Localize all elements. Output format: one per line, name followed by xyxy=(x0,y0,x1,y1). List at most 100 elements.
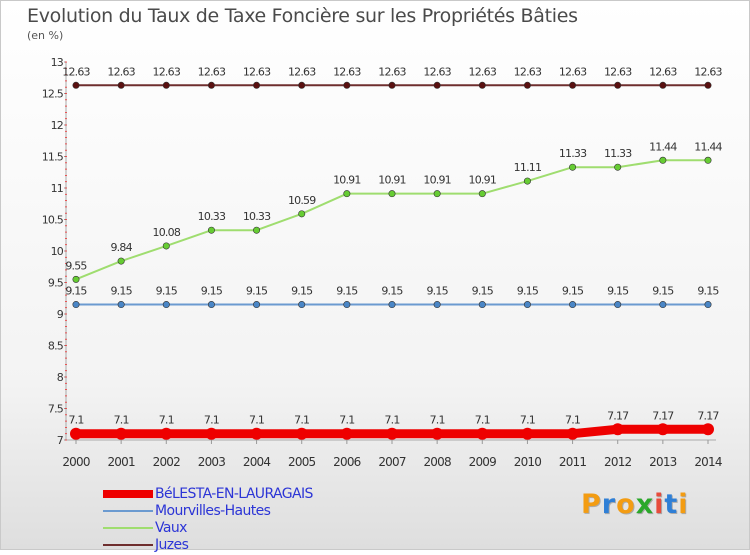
x-tick-label: 2000 xyxy=(62,455,90,469)
data-point-mourvilles-hautes xyxy=(72,301,80,309)
data-label-juzes: 12.63 xyxy=(378,65,406,78)
data-point-vaux xyxy=(117,257,125,265)
data-point-b-lesta-en-lauragais xyxy=(340,427,353,440)
x-tick-label: 2010 xyxy=(514,455,542,469)
data-point-b-lesta-en-lauragais xyxy=(476,427,489,440)
data-label-juzes: 12.63 xyxy=(62,65,90,78)
legend-label-vaux: Vaux xyxy=(155,520,187,536)
x-tick-label: 2008 xyxy=(423,455,451,469)
data-label-b-lesta-en-lauragais: 7.1 xyxy=(204,414,219,427)
data-label-juzes: 12.63 xyxy=(423,65,451,78)
legend-swatch-belesta xyxy=(103,490,153,498)
data-label-b-lesta-en-lauragais: 7.1 xyxy=(114,414,129,427)
y-tick-label: 9 xyxy=(57,308,64,321)
data-label-juzes: 12.63 xyxy=(559,65,587,78)
legend-label-mourvilles-hautes: Mourvilles-Hautes xyxy=(155,503,271,519)
data-point-mourvilles-hautes xyxy=(433,301,441,309)
logo-letter: t xyxy=(664,489,679,520)
data-point-vaux xyxy=(478,190,486,198)
data-label-b-lesta-en-lauragais: 7.1 xyxy=(565,414,580,427)
data-label-b-lesta-en-lauragais: 7.1 xyxy=(159,414,174,427)
data-label-b-lesta-en-lauragais: 7.1 xyxy=(430,414,445,427)
data-label-vaux: 10.33 xyxy=(198,210,226,223)
data-label-b-lesta-en-lauragais: 7.1 xyxy=(68,414,83,427)
x-tick-label: 2004 xyxy=(243,455,271,469)
data-point-mourvilles-hautes xyxy=(388,301,396,309)
data-point-mourvilles-hautes xyxy=(253,301,261,309)
legend-swatch-juzes xyxy=(103,544,153,546)
data-label-juzes: 12.63 xyxy=(649,65,677,78)
logo-letter: P xyxy=(581,489,602,520)
data-point-vaux xyxy=(253,226,261,234)
y-tick-label: 8 xyxy=(57,371,64,384)
data-label-mourvilles-hautes: 9.15 xyxy=(291,285,313,298)
data-label-mourvilles-hautes: 9.15 xyxy=(156,285,178,298)
data-point-vaux xyxy=(72,275,80,283)
data-point-vaux xyxy=(569,163,577,171)
data-label-mourvilles-hautes: 9.15 xyxy=(652,285,674,298)
data-point-juzes xyxy=(117,81,125,89)
y-tick-label: 8.5 xyxy=(48,340,64,353)
data-point-b-lesta-en-lauragais xyxy=(70,427,82,440)
x-tick-label: 2013 xyxy=(649,455,677,469)
data-label-mourvilles-hautes: 9.15 xyxy=(697,285,719,298)
data-point-juzes xyxy=(569,81,577,89)
data-label-vaux: 10.33 xyxy=(243,210,271,223)
x-tick-label: 2006 xyxy=(333,455,361,469)
data-point-mourvilles-hautes xyxy=(117,301,125,309)
data-label-b-lesta-en-lauragais: 7.17 xyxy=(652,409,674,422)
data-point-b-lesta-en-lauragais xyxy=(115,427,128,440)
y-tick-label: 10 xyxy=(51,245,64,258)
data-label-vaux: 9.55 xyxy=(65,259,87,272)
data-label-vaux: 10.91 xyxy=(469,174,497,187)
legend-swatch-mourvilles-hautes xyxy=(103,510,153,512)
data-point-vaux xyxy=(343,190,351,198)
data-label-juzes: 12.63 xyxy=(604,65,632,78)
data-label-b-lesta-en-lauragais: 7.1 xyxy=(384,414,399,427)
data-label-vaux: 10.59 xyxy=(288,194,316,207)
data-point-mourvilles-hautes xyxy=(207,301,215,309)
data-point-mourvilles-hautes xyxy=(614,301,622,309)
data-point-b-lesta-en-lauragais xyxy=(160,427,173,440)
data-label-vaux: 10.91 xyxy=(378,174,406,187)
proxiti-logo: Proxiti xyxy=(581,489,689,520)
data-point-b-lesta-en-lauragais xyxy=(702,423,714,436)
data-label-vaux: 10.08 xyxy=(153,226,181,239)
data-point-b-lesta-en-lauragais xyxy=(386,427,398,440)
data-label-mourvilles-hautes: 9.15 xyxy=(381,285,403,298)
data-point-vaux xyxy=(162,242,170,250)
data-label-b-lesta-en-lauragais: 7.1 xyxy=(249,414,264,427)
data-point-mourvilles-hautes xyxy=(162,301,170,309)
data-point-b-lesta-en-lauragais xyxy=(521,427,534,440)
data-point-b-lesta-en-lauragais xyxy=(205,427,218,440)
data-label-mourvilles-hautes: 9.15 xyxy=(336,285,358,298)
y-tick-label: 12 xyxy=(51,119,63,132)
logo-letter: i xyxy=(654,489,665,520)
x-tick-label: 2003 xyxy=(198,455,226,469)
x-tick-label: 2011 xyxy=(559,455,587,469)
data-label-juzes: 12.63 xyxy=(469,65,497,78)
data-label-vaux: 11.44 xyxy=(694,140,722,153)
x-tick-label: 2009 xyxy=(469,455,497,469)
data-point-vaux xyxy=(207,226,215,234)
data-label-vaux: 10.91 xyxy=(423,174,451,187)
data-label-juzes: 12.63 xyxy=(694,65,722,78)
data-point-juzes xyxy=(433,81,441,89)
data-point-juzes xyxy=(478,81,486,89)
data-point-vaux xyxy=(523,177,531,185)
data-point-vaux xyxy=(388,190,396,198)
legend-label-juzes: Juzes xyxy=(155,537,189,553)
data-label-juzes: 12.63 xyxy=(514,65,542,78)
data-point-juzes xyxy=(298,81,306,89)
y-tick-label: 12.5 xyxy=(42,88,64,101)
data-label-mourvilles-hautes: 9.15 xyxy=(562,285,584,298)
x-tick-label: 2005 xyxy=(288,455,316,469)
logo-letter: r xyxy=(601,489,617,520)
data-label-juzes: 12.63 xyxy=(153,65,181,78)
data-label-vaux: 10.91 xyxy=(333,174,361,187)
y-tick-label: 9.5 xyxy=(48,277,64,290)
y-tick-label: 10.5 xyxy=(42,214,64,227)
data-label-mourvilles-hautes: 9.15 xyxy=(201,285,223,298)
legend-swatch-vaux xyxy=(103,527,153,529)
